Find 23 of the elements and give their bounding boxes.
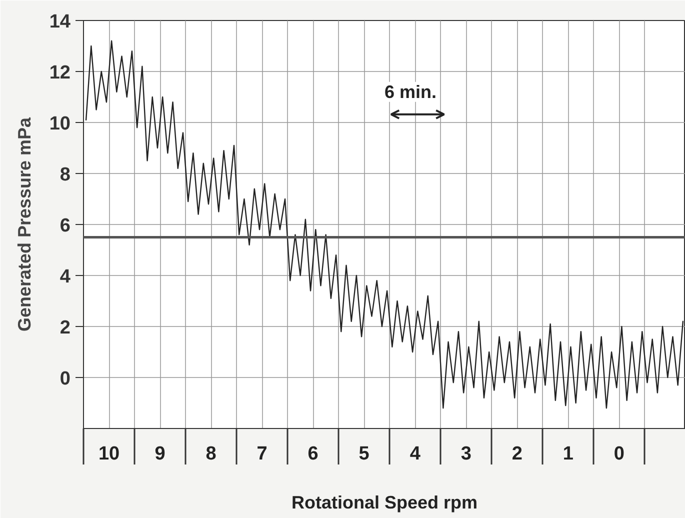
y-tick-label: 0	[60, 368, 71, 390]
y-tick-label: 4	[60, 266, 71, 288]
x-tick-label: 6	[308, 444, 318, 464]
x-tick-label: 3	[460, 444, 472, 464]
annotation: 6 min.	[384, 82, 437, 102]
x-tick-label: 4	[410, 444, 421, 464]
y-tick-label: 6	[60, 216, 71, 236]
x-tick-label: 10	[98, 444, 120, 464]
y-tick-label: 8	[60, 164, 71, 186]
x-tick-label: 8	[206, 444, 216, 464]
y-tick-label: 14	[49, 12, 71, 32]
y-axis-title: Generated Pressure mPa	[14, 116, 34, 332]
x-tick-label: 1	[562, 444, 574, 464]
x-tick-label: 9	[154, 444, 166, 464]
x-axis-title: Rotational Speed rpm	[291, 492, 478, 512]
y-tick-label: 12	[49, 62, 71, 84]
line-series	[85, 40, 684, 409]
x-tick-label: 2	[512, 444, 522, 464]
x-tick-label: 0	[614, 444, 624, 464]
x-tick-label: 7	[256, 444, 268, 464]
y-tick-label: 2	[60, 318, 71, 338]
y-tick-label: 10	[49, 114, 71, 134]
x-tick-label: 5	[358, 444, 370, 464]
